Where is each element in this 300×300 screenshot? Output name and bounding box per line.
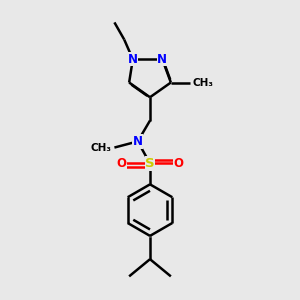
Text: CH₃: CH₃	[91, 142, 112, 152]
Text: N: N	[128, 53, 138, 66]
Text: S: S	[145, 157, 155, 170]
Text: O: O	[117, 157, 127, 170]
Text: CH₃: CH₃	[193, 77, 214, 88]
Text: N: N	[157, 53, 167, 66]
Text: N: N	[133, 135, 143, 148]
Text: O: O	[173, 157, 183, 170]
